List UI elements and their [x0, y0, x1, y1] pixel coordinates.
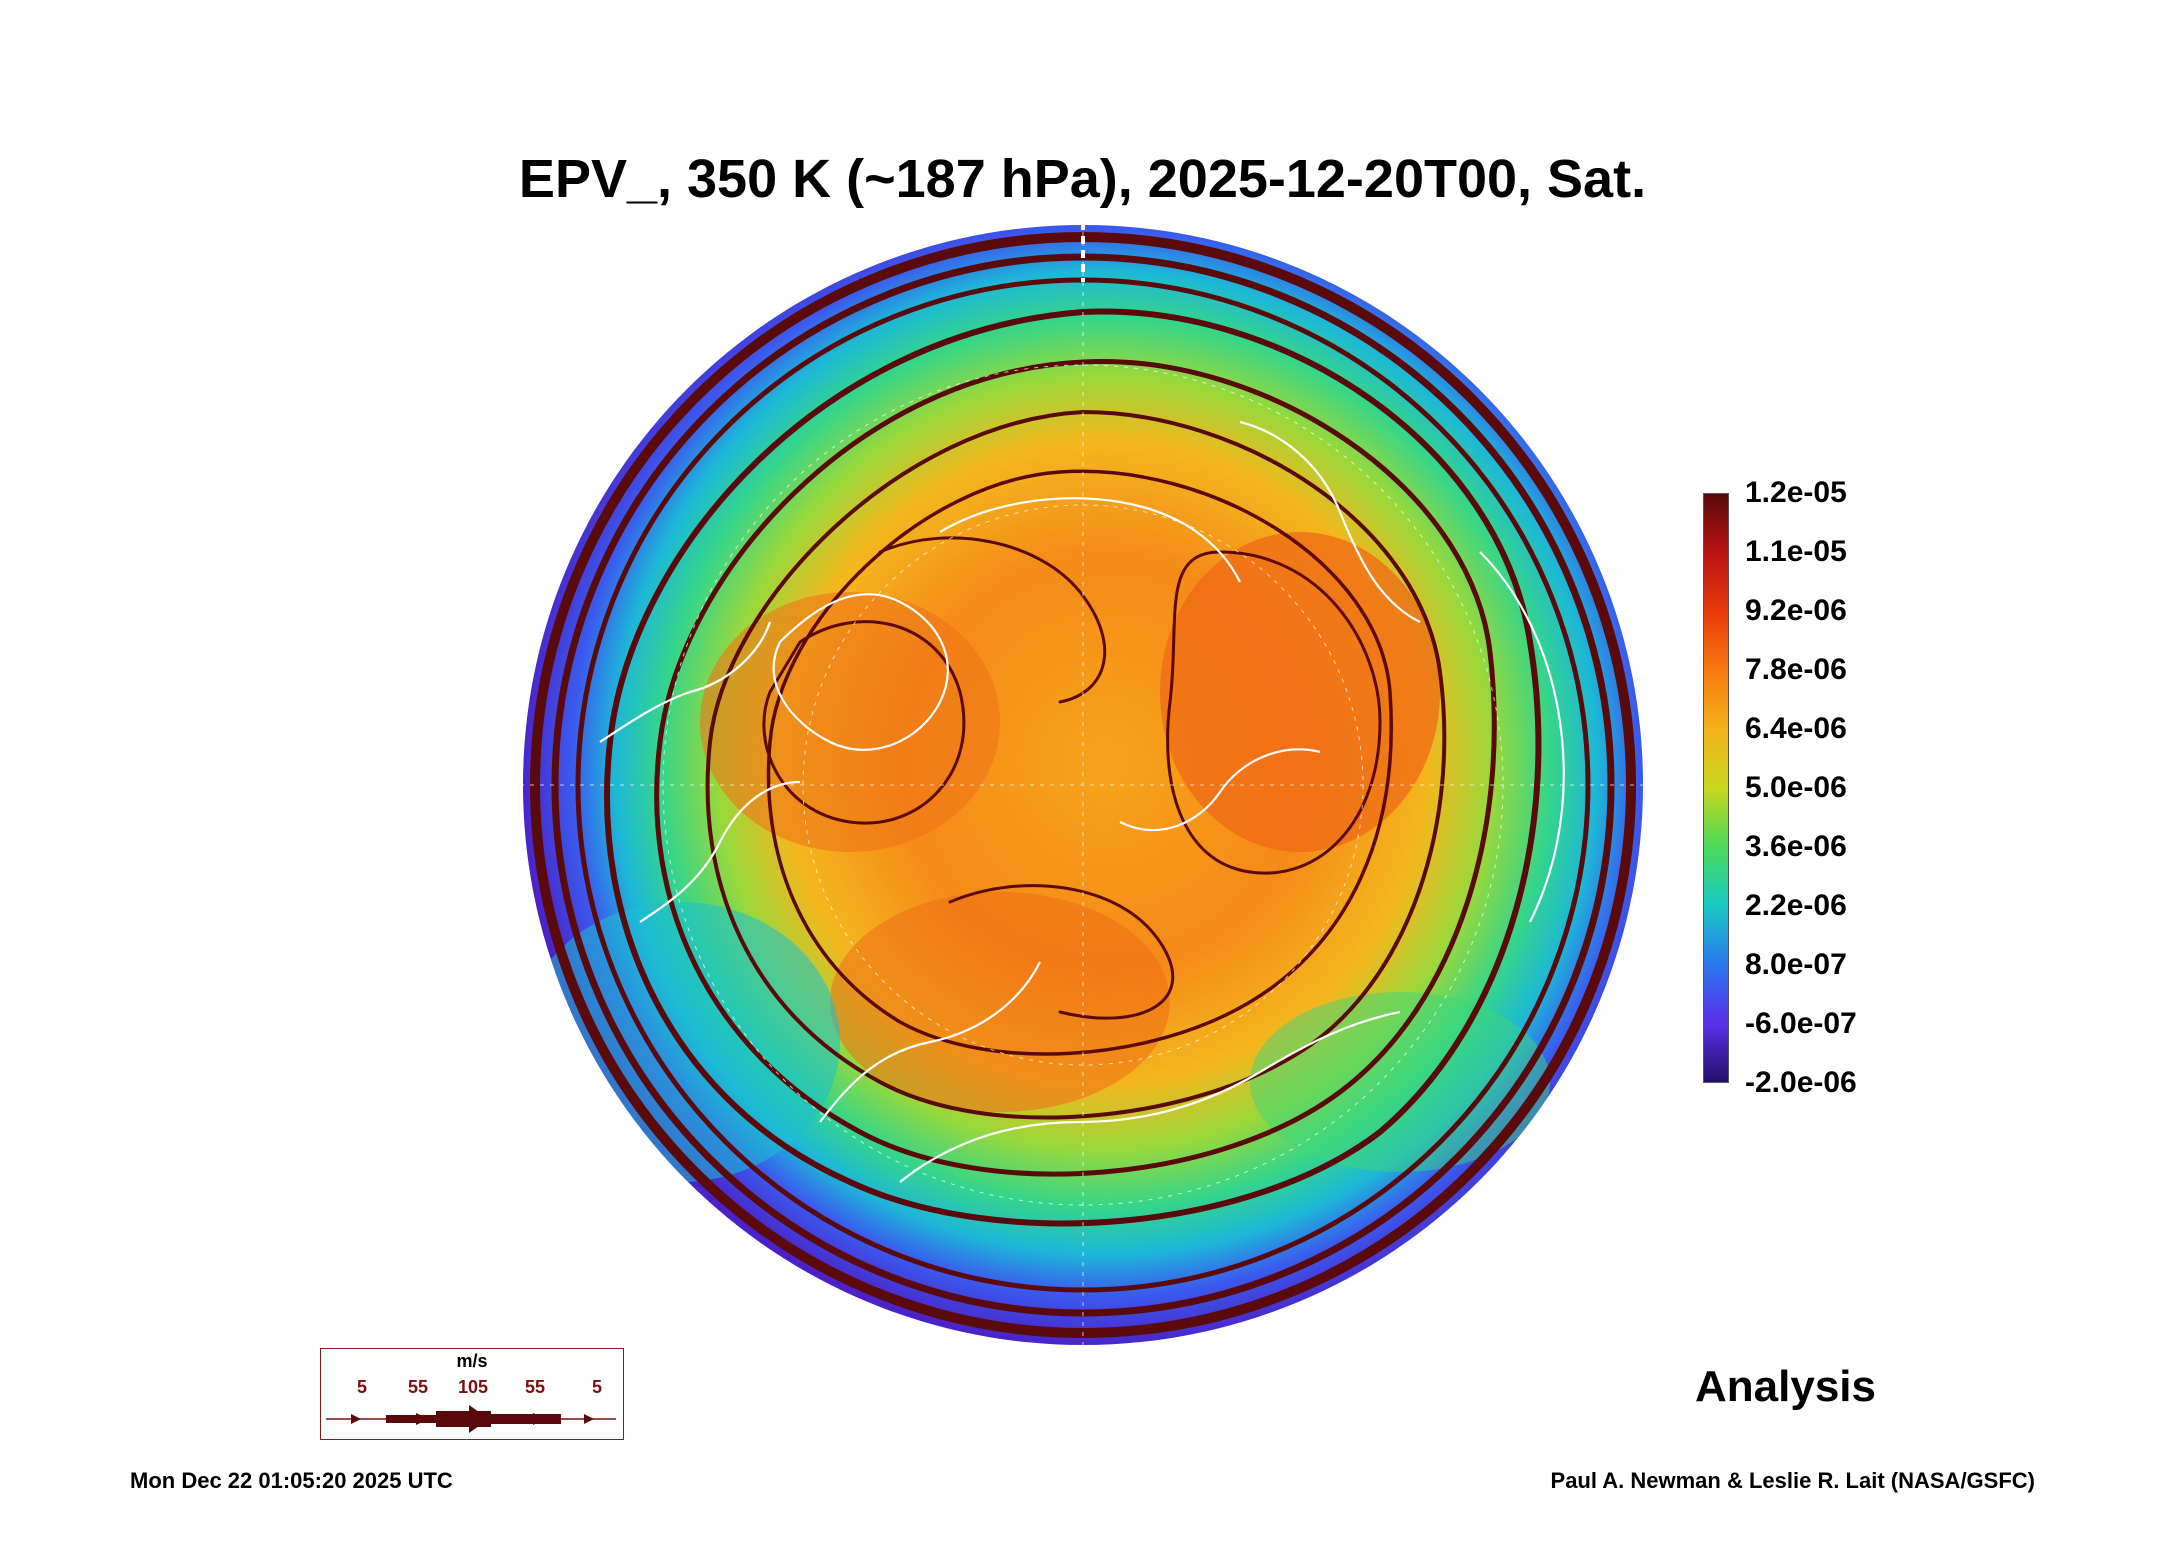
colorbar-tick-label: 3.6e-06 — [1745, 830, 1847, 863]
colorbar-tick-label: 6.4e-06 — [1745, 712, 1847, 745]
colorbar-tick-label: 8.0e-07 — [1745, 948, 1847, 981]
wind-arrow-scale — [326, 1405, 616, 1433]
wind-unit: m/s — [456, 1351, 488, 1371]
pv-lobe-west — [700, 592, 1000, 852]
colorbar-gradient — [1704, 494, 1728, 1082]
speed-label: 5 — [591, 1377, 603, 1397]
speed-label: 5 — [356, 1377, 368, 1397]
colorbar-tick-label: 7.8e-06 — [1745, 653, 1847, 686]
speed-label: 55 — [524, 1377, 546, 1397]
colorbar-tick-label: 2.2e-06 — [1745, 889, 1847, 922]
plot-title: EPV_, 350 K (~187 hPa), 2025-12-20T00, S… — [518, 149, 1647, 209]
colorbar-tick-label: 9.2e-06 — [1745, 594, 1847, 627]
credit: Paul A. Newman & Leslie R. Lait (NASA/GS… — [1550, 1468, 2035, 1493]
coastlines — [599, 420, 1565, 1183]
pv-lobe-south — [830, 892, 1170, 1112]
wind-speed-legend: m/s 5 55 105 55 5 — [320, 1348, 624, 1440]
low-pv-southeast — [1250, 992, 1550, 1172]
analysis-label: Analysis — [1695, 1362, 1876, 1411]
speed-label: 105 — [457, 1377, 489, 1397]
polar-stereographic-map — [523, 225, 1643, 1345]
speed-label: 55 — [407, 1377, 429, 1397]
colorbar-tick-label: -6.0e-07 — [1745, 1007, 1857, 1040]
colorbar-tick-label: 5.0e-06 — [1745, 771, 1847, 804]
lat-lon-grid — [523, 225, 1643, 1345]
colorbar-tick-label: -2.0e-06 — [1745, 1066, 1857, 1099]
colorbar-tick-label: 1.2e-05 — [1745, 476, 1847, 509]
colorbar — [1703, 493, 1729, 1083]
timestamp: Mon Dec 22 01:05:20 2025 UTC — [130, 1468, 453, 1493]
pv-lobe-east — [1160, 532, 1440, 852]
colorbar-tick-label: 1.1e-05 — [1745, 535, 1847, 568]
